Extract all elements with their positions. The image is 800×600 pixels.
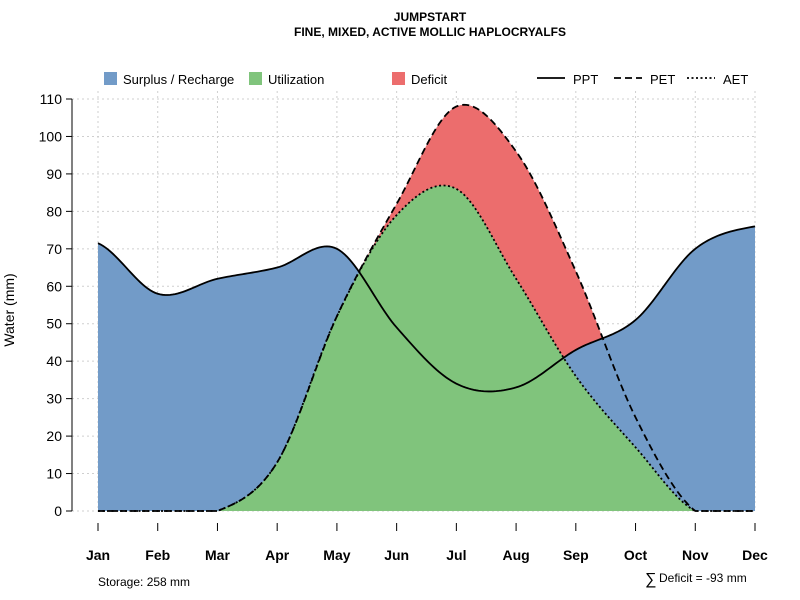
- y-tick-label: 90: [46, 166, 62, 182]
- y-tick-label: 30: [46, 391, 62, 407]
- y-tick-label: 50: [46, 316, 62, 332]
- y-tick-label: 100: [39, 128, 63, 144]
- deficit-symbol: ∑: [645, 571, 656, 588]
- chart-subtitle: FINE, MIXED, ACTIVE MOLLIC HAPLOCRYALFS: [294, 25, 566, 39]
- legend-label-0: Surplus / Recharge: [123, 72, 234, 87]
- line-layer: [97, 103, 756, 512]
- series-line-pet: [98, 103, 755, 512]
- area-deficit: [98, 104, 755, 511]
- x-tick-label: May: [323, 547, 350, 563]
- deficit-note: Deficit = -93 mm: [659, 571, 747, 585]
- x-tick-label: Nov: [682, 547, 709, 563]
- x-tick-label: Jul: [446, 547, 466, 563]
- y-tick-label: 80: [46, 203, 62, 219]
- x-tick-label: Aug: [502, 547, 529, 563]
- legend-label-2: Deficit: [411, 72, 448, 87]
- y-tick-label: 0: [54, 503, 62, 519]
- x-tick-label: Oct: [624, 547, 648, 563]
- legend-label-pet: PET: [650, 72, 675, 87]
- y-tick-label: 70: [46, 241, 62, 257]
- storage-note: Storage: 258 mm: [98, 575, 190, 589]
- legend-swatch-2: [392, 72, 405, 85]
- legend-label-ppt: PPT: [573, 72, 598, 87]
- area-layer: [98, 104, 755, 512]
- legend-swatch-1: [249, 72, 262, 85]
- chart-title: JUMPSTART: [394, 10, 467, 24]
- legend: Surplus / Recharge Utilization Deficit PPT P…: [104, 72, 748, 87]
- y-axis-title: Water (mm): [1, 273, 17, 346]
- x-tick-label: Jan: [86, 547, 110, 563]
- x-tick-label: Mar: [205, 547, 230, 563]
- x-tick-label: Feb: [145, 547, 170, 563]
- y-tick-label: 10: [46, 466, 62, 482]
- legend-label-aet: AET: [723, 72, 748, 87]
- series-line-aet: [98, 184, 755, 512]
- y-tick-label: 40: [46, 353, 62, 369]
- x-tick-label: Jun: [384, 547, 409, 563]
- area-recharge-overlay: [98, 185, 755, 512]
- y-tick-label: 20: [46, 428, 62, 444]
- legend-label-1: Utilization: [268, 72, 324, 87]
- area-utilization: [98, 185, 755, 512]
- y-tick-label: 60: [46, 278, 62, 294]
- y-tick-label: 110: [40, 91, 63, 107]
- x-tick-label: Apr: [265, 547, 290, 563]
- series-line-ppt: [97, 225, 756, 393]
- axes: 0 10 20 30 40 50 60 70 80 90 100 110 Jan Feb Mar Apr May…: [39, 91, 768, 563]
- x-tick-label: Sep: [563, 547, 589, 563]
- x-tick-label: Dec: [742, 547, 768, 563]
- legend-swatch-0: [104, 72, 117, 85]
